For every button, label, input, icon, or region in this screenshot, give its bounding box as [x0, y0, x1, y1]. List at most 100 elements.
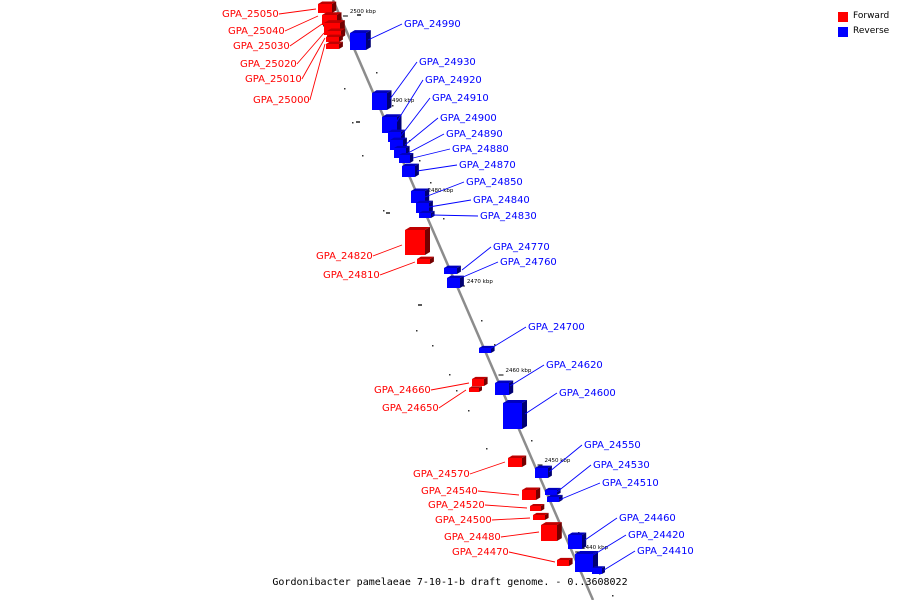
gene-top: [530, 504, 545, 506]
gene-leader-line: [556, 464, 592, 493]
gene-gpa-24850[interactable]: GPA_24850: [411, 177, 523, 203]
gene-gpa-24540[interactable]: GPA_24540: [421, 486, 541, 500]
gene-gpa-24620[interactable]: GPA_24620: [495, 360, 603, 395]
gene-top: [326, 34, 343, 37]
gene-side: [332, 1, 337, 14]
gene-top: [447, 275, 464, 278]
gene-gpa-24840[interactable]: GPA_24840: [416, 195, 530, 213]
gene-gpa-25050[interactable]: GPA_25050: [222, 1, 337, 20]
gene-top: [541, 522, 562, 525]
gene-top: [592, 566, 605, 568]
forward-swatch: [838, 11, 848, 22]
legend-label-forward: Forward: [853, 11, 890, 21]
gene-top: [322, 12, 342, 15]
gene-face: [411, 191, 425, 203]
gene-face: [322, 15, 337, 25]
gene-gpa-24920[interactable]: GPA_24920: [382, 75, 482, 133]
gene-top: [388, 129, 405, 132]
gene-gpa-24470[interactable]: GPA_24470: [452, 547, 573, 566]
gene-leader-line: [367, 23, 403, 41]
gene-gpa-25010[interactable]: GPA_25010: [245, 34, 343, 85]
gene-leader-line: [379, 261, 416, 276]
gene-label: GPA_24870: [459, 160, 516, 171]
gene-leader-line: [548, 444, 583, 473]
gene-top: [350, 30, 371, 33]
gene-layer: GPA_25050 GPA_25040 GPA_25030 GPA_25020 GPA_…: [222, 1, 694, 574]
tick-label: 2440 kbp: [582, 545, 608, 551]
gene-face: [545, 490, 557, 495]
gene-gpa-24820[interactable]: GPA_24820: [316, 227, 430, 262]
gene-label: GPA_24530: [593, 460, 650, 471]
gene-leader-line: [524, 392, 558, 415]
gene-gpa-25000[interactable]: GPA_25000: [253, 41, 343, 106]
gene-leader-line: [289, 23, 323, 47]
gene-gpa-24500[interactable]: GPA_24500: [435, 512, 549, 526]
gene-gpa-24570[interactable]: GPA_24570: [413, 455, 527, 480]
gene-gpa-24810[interactable]: GPA_24810: [323, 256, 434, 281]
gene-top: [417, 256, 434, 259]
gene-gpa-24410[interactable]: GPA_24410: [592, 546, 694, 574]
gene-gpa-24990[interactable]: GPA_24990: [350, 19, 461, 50]
gene-leader-line: [399, 97, 431, 138]
gene-side: [460, 275, 464, 288]
gene-gpa-24460[interactable]: GPA_24460: [568, 513, 676, 549]
minor-mark: [352, 122, 354, 124]
gene-gpa-24660[interactable]: GPA_24660: [374, 376, 488, 396]
gene-leader-line: [484, 504, 528, 509]
gene-gpa-24930[interactable]: GPA_24930: [372, 57, 476, 110]
gene-label: GPA_24510: [602, 478, 659, 489]
gene-top: [545, 487, 561, 490]
minor-mark: [392, 105, 394, 107]
gene-gpa-25020[interactable]: GPA_25020: [240, 28, 346, 70]
tick-label: 2490 kbp: [389, 98, 415, 104]
gene-gpa-24880[interactable]: GPA_24880: [399, 144, 509, 163]
minor-mark: [323, 25, 325, 27]
gene-gpa-24830[interactable]: GPA_24830: [419, 210, 537, 222]
gene-face: [479, 348, 491, 353]
gene-gpa-24510[interactable]: GPA_24510: [547, 478, 659, 502]
gene-side: [559, 494, 563, 502]
gene-leader-line: [469, 461, 506, 475]
gene-side: [410, 153, 414, 163]
gene-gpa-24770[interactable]: GPA_24770: [444, 242, 550, 274]
gene-leader-line: [461, 246, 492, 271]
gene-leader-line: [438, 389, 467, 409]
gene-top: [522, 487, 541, 490]
gene-label: GPA_24500: [435, 515, 492, 526]
gene-side: [536, 487, 541, 500]
gene-gpa-24600[interactable]: GPA_24600: [503, 388, 616, 429]
gene-label: GPA_24990: [404, 19, 461, 30]
gene-leader-line: [284, 15, 319, 32]
gene-leader-line: [428, 199, 472, 208]
gene-gpa-24870[interactable]: GPA_24870: [402, 160, 516, 177]
minor-mark: [416, 330, 418, 332]
minor-mark: [486, 448, 488, 450]
gene-leader-line: [296, 32, 325, 65]
gene-gpa-24760[interactable]: GPA_24760: [447, 257, 557, 288]
gene-gpa-24530[interactable]: GPA_24530: [545, 460, 650, 495]
gene-gpa-24550[interactable]: GPA_24550: [535, 440, 641, 478]
gene-top: [411, 188, 430, 191]
gene-top: [318, 1, 337, 4]
gene-top: [326, 41, 343, 44]
gene-top: [399, 153, 414, 155]
gene-face: [469, 388, 479, 392]
gene-top: [416, 200, 433, 203]
gene-leader-line: [508, 551, 556, 563]
gene-leader-line: [301, 37, 326, 80]
gene-side: [425, 227, 430, 255]
gene-gpa-24650[interactable]: GPA_24650: [382, 386, 482, 414]
gene-gpa-24700[interactable]: GPA_24700: [479, 322, 585, 353]
gene-label: GPA_25050: [222, 9, 279, 20]
gene-gpa-24520[interactable]: GPA_24520: [428, 500, 545, 511]
gene-side: [509, 380, 514, 395]
gene-leader-line: [412, 148, 451, 159]
tick-label: 2450 kbp: [545, 458, 571, 464]
gene-top: [508, 455, 527, 458]
gene-label: GPA_25010: [245, 74, 302, 85]
gene-face: [472, 379, 484, 386]
gene-label: GPA_24890: [446, 129, 503, 140]
gene-leader-line: [509, 364, 545, 387]
gene-side: [339, 41, 343, 49]
gene-gpa-24480[interactable]: GPA_24480: [444, 522, 562, 543]
